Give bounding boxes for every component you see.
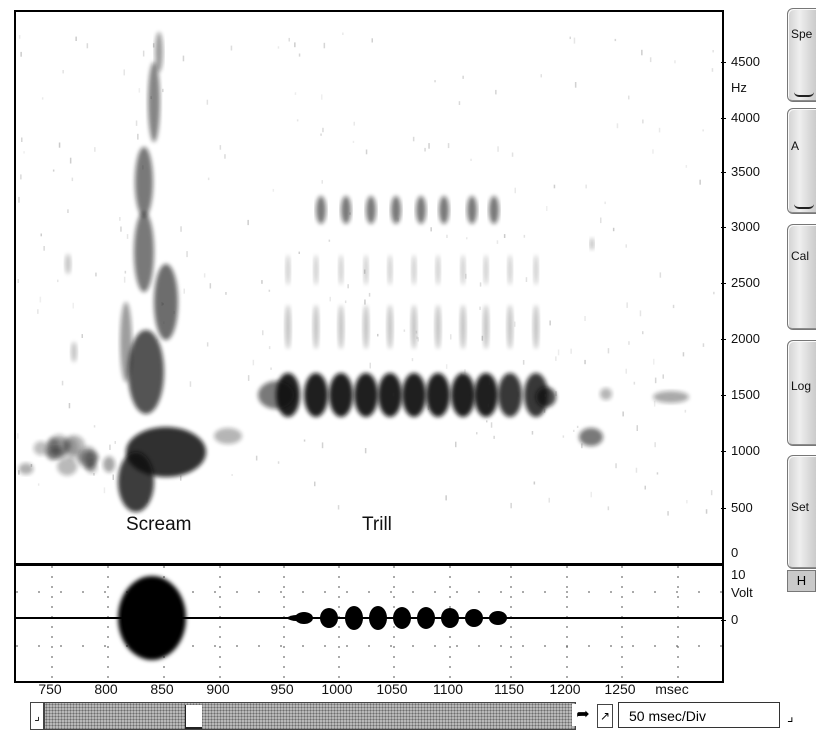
spectrum-button-label: Spe <box>791 27 813 41</box>
freq-tick <box>721 227 726 228</box>
spectrogram-image <box>17 32 715 516</box>
calibrate-button-label: Cal <box>791 249 810 263</box>
freq-tick-label: 3000 <box>731 219 760 234</box>
time-tick-label: 1100 <box>432 681 464 697</box>
freq-tick-label: 500 <box>731 500 753 515</box>
freq-tick <box>721 62 726 63</box>
freq-tick-label: 0 <box>731 545 739 560</box>
waveform-image <box>16 566 722 678</box>
amplitude-zero-tick <box>721 620 726 621</box>
scream-annotation: Scream <box>126 514 192 535</box>
freq-tick <box>721 118 726 119</box>
scroll-bar: ⌟ ➦ ↗ 50 msec/Div ⌟ <box>30 702 816 732</box>
time-tick-label: 1150 <box>493 681 525 697</box>
freq-tick-label: 4500 <box>731 54 760 69</box>
amplitude-zero-label: 0 <box>731 612 739 627</box>
button-notch-icon <box>794 92 814 97</box>
scroll-track[interactable] <box>44 702 576 730</box>
freq-tick <box>721 283 726 284</box>
scroll-right-arrow-icon[interactable]: ➦ <box>572 704 594 726</box>
time-tick-label: 1050 <box>376 681 408 697</box>
time-scale-field[interactable]: 50 msec/Div <box>618 702 780 728</box>
waveform-panel <box>14 563 724 683</box>
freq-tick-label: 2000 <box>731 331 760 346</box>
amplitude-unit-label: Volt <box>731 585 753 600</box>
freq-tick <box>721 395 726 396</box>
time-tick-label: 800 <box>94 681 118 697</box>
amplitude-max-label: 10 <box>731 567 746 582</box>
time-tick-label: 1200 <box>549 681 581 697</box>
time-tick-label: 950 <box>270 681 294 697</box>
log-button[interactable]: Log <box>787 340 816 446</box>
spectrum-button[interactable]: Spe <box>787 8 816 102</box>
log-button-label: Log <box>791 379 812 393</box>
freq-tick <box>721 508 726 509</box>
freq-unit-label: Hz <box>731 80 747 95</box>
button-notch-icon <box>794 204 814 209</box>
time-unit-label: msec <box>655 681 689 697</box>
calibrate-button[interactable]: Cal <box>787 224 816 330</box>
settings-button-label: Set <box>791 500 810 514</box>
freq-tick-label: 2500 <box>731 275 760 290</box>
freq-tick-label: 1000 <box>731 443 760 458</box>
scroll-step-icon[interactable]: ↗ <box>597 704 613 728</box>
scroll-thumb[interactable] <box>185 705 202 729</box>
freq-tick <box>721 172 726 173</box>
amplitude-button[interactable]: A <box>787 108 816 214</box>
freq-tick-label: 1500 <box>731 387 760 402</box>
freq-tick <box>721 451 726 452</box>
freq-tick-label: 3500 <box>731 164 760 179</box>
trill-annotation: Trill <box>362 514 392 535</box>
freq-tick <box>721 339 726 340</box>
time-tick-label: 850 <box>150 681 174 697</box>
amplitude-button-label: A <box>791 139 800 153</box>
freq-tick-label: 4000 <box>731 110 760 125</box>
resize-corner-icon[interactable]: ⌟ <box>787 708 794 724</box>
time-tick-label: 750 <box>38 681 62 697</box>
time-tick-label: 1000 <box>321 681 353 697</box>
time-tick-label: 900 <box>206 681 230 697</box>
h-button[interactable]: H <box>787 570 816 592</box>
spectrogram-panel: Scream Trill <box>14 10 724 564</box>
scroll-left-arrow-icon[interactable]: ⌟ <box>30 702 44 730</box>
time-tick-label: 1250 <box>604 681 636 697</box>
settings-button[interactable]: Set <box>787 455 816 569</box>
